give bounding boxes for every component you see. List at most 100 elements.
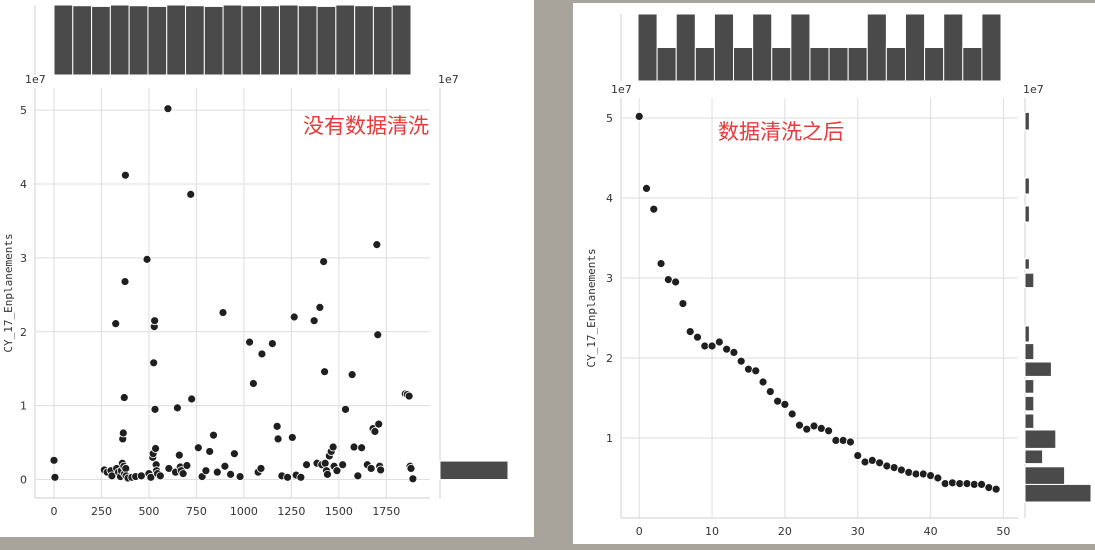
scatter-point: [315, 303, 325, 312]
scatter-point: [229, 449, 239, 459]
x-tick-label: 500: [138, 505, 159, 518]
scatter-point: [751, 366, 761, 376]
right-hist-bar: [1024, 111, 1030, 131]
scatter-point: [226, 469, 236, 479]
x-tick-label: 750: [186, 505, 207, 518]
y-tick-label: 2: [20, 326, 27, 339]
scatter-point: [272, 421, 282, 431]
scatter-point: [257, 349, 267, 359]
scatter-point: [150, 316, 160, 326]
top-hist-bar: [656, 47, 677, 82]
y-tick-label: 1: [606, 432, 613, 445]
scatter-point: [212, 467, 222, 477]
scatter-point: [765, 387, 775, 397]
scatter-point: [729, 347, 739, 357]
scatter-point: [926, 471, 935, 481]
top-hist-bar: [713, 13, 735, 82]
x-tick-label: 250: [91, 505, 112, 518]
scatter-point: [201, 466, 211, 476]
scatter-point: [955, 479, 965, 489]
scatter-chart-left: 0 250 500 750 1000 1250 1500 1750 0 1 2 3 4 5 1e7 1e7 CY…: [2, 4, 509, 518]
scatter-point: [149, 358, 159, 368]
top-hist-bar: [391, 4, 412, 76]
top-hist-bar: [335, 4, 356, 76]
top-hist-bar: [733, 47, 754, 82]
top-hist-bar: [260, 5, 280, 76]
scatter-point: [918, 469, 928, 479]
scatter-point: [120, 277, 130, 286]
scatter-point: [267, 339, 277, 349]
top-hist-bar: [771, 47, 792, 82]
scatter-point: [209, 430, 218, 440]
scatter-point: [984, 483, 994, 493]
scatter-chart-right: 0 10 20 30 40 50 1 2 3 4 5 1e7 1e7 CY_17_Enplanements…: [585, 13, 1092, 538]
scatter-point: [773, 396, 783, 406]
scatter-point: [111, 319, 121, 329]
scatter-point: [816, 423, 826, 433]
y-offset-label: 1e7: [611, 83, 632, 96]
scatter-point: [142, 254, 152, 264]
scatter-point: [205, 447, 215, 456]
top-hist-bar: [91, 5, 111, 76]
chart-panel-left: 0 250 500 750 1000 1250 1500 1750 0 1 2 3 4 5 1e7 1e7 CY…: [0, 0, 534, 537]
y-tick-label: 2: [606, 352, 613, 365]
scatter-point: [882, 461, 892, 471]
y-tick-label: 0: [20, 474, 27, 487]
scatter-point: [649, 204, 659, 214]
scatter-point: [736, 356, 746, 366]
scatter-point: [780, 399, 790, 409]
marginal-offset-label: 1e7: [438, 73, 459, 86]
right-hist-bar: [1024, 379, 1035, 394]
scatter-point: [875, 458, 884, 468]
scatter-point: [347, 370, 357, 380]
top-hist-bar: [943, 13, 964, 82]
scatter-point: [182, 461, 192, 470]
scatter-point: [838, 435, 848, 445]
scatter-point: [831, 435, 841, 445]
scatter-point: [107, 471, 117, 481]
top-hist-bar: [828, 47, 849, 82]
scatter-point: [376, 465, 386, 475]
top-hist-bar: [128, 5, 149, 76]
right-hist-bar: [1024, 343, 1035, 361]
scatter-point: [119, 393, 129, 402]
scatter-point: [320, 367, 330, 377]
scatter-point: [357, 443, 367, 453]
x-tick-label: 50: [996, 525, 1010, 538]
scatter-point: [366, 464, 376, 473]
scatter-point: [795, 420, 804, 430]
y-offset-label: 1e7: [25, 73, 46, 86]
scatter-point: [656, 259, 666, 269]
scatter-point: [349, 442, 359, 452]
scatter-point: [408, 474, 418, 484]
scatter-point: [283, 472, 292, 482]
scatter-point: [256, 464, 266, 473]
top-hist-bar: [241, 5, 262, 76]
top-hist-bar: [109, 4, 130, 76]
scatter-point: [634, 112, 644, 121]
scatter-point: [969, 479, 979, 489]
scatter-point: [353, 471, 363, 481]
top-hist-bar: [809, 47, 830, 82]
y-axis-label: CY_17_Enplanements: [585, 248, 598, 367]
scatter-point: [693, 332, 702, 342]
scatter-point: [714, 337, 724, 347]
scatter-point: [700, 341, 710, 351]
top-hist-bar: [297, 5, 318, 76]
scatter-point: [787, 409, 797, 419]
y-tick-label: 3: [20, 252, 27, 265]
scatter-point: [151, 444, 160, 453]
scatter-point: [120, 170, 130, 180]
top-hist-bar: [924, 47, 945, 82]
scatter-point: [235, 472, 245, 481]
right-hist-bar: [1024, 483, 1092, 503]
scatter-point: [328, 442, 338, 452]
x-tick-label: 0: [50, 505, 57, 518]
scatter-point: [319, 257, 329, 267]
y-tick-label: 5: [606, 112, 613, 125]
scatter-point: [372, 240, 382, 250]
scatter-point: [867, 455, 877, 465]
scatter-point: [977, 479, 986, 489]
top-hist-bar: [203, 5, 224, 76]
scatter-point: [802, 424, 812, 434]
